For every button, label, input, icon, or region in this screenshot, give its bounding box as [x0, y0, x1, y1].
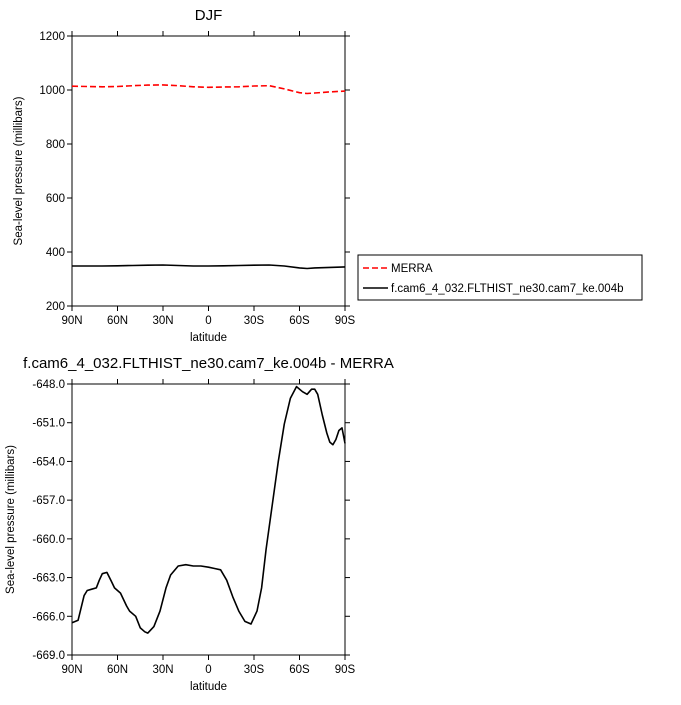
x-axis-label: latitude: [190, 681, 227, 693]
legend-entry: f.cam6_4_032.FLTHIST_ne30.cam7_ke.004b: [391, 283, 623, 295]
y-tick-label: 800: [46, 139, 65, 151]
y-tick-label: -663.0: [32, 573, 65, 585]
x-tick-label: 60N: [107, 664, 128, 676]
series-line-difference: [71, 385, 346, 634]
chart-title: f.cam6_4_032.FLTHIST_ne30.cam7_ke.004b -…: [23, 355, 394, 372]
y-tick-label: -654.0: [32, 456, 65, 468]
y-axis-label: Sea-level pressure (millibars): [5, 445, 17, 594]
x-tick-label: 60S: [289, 315, 310, 327]
x-tick-label: 90S: [335, 664, 356, 676]
legend-box: [357, 254, 643, 301]
y-tick-label: 1200: [39, 31, 65, 43]
x-tick-label: 0: [205, 315, 211, 327]
y-tick-label: 400: [46, 247, 65, 259]
x-tick-label: 90N: [61, 664, 82, 676]
legend: MERRA f.cam6_4_032.FLTHIST_ne30.cam7_ke.0…: [357, 254, 643, 301]
y-tick-label: 200: [46, 301, 65, 313]
chart-panel-1: DJF 200 400 600 800 1000 1200 90N 60N 30N 0 30S 60S 9…: [13, 7, 643, 344]
y-axis-label: Sea-level pressure (millibars): [13, 96, 25, 245]
chart-panel-2: f.cam6_4_032.FLTHIST_ne30.cam7_ke.004b -…: [5, 355, 394, 693]
y-tick-label: -660.0: [32, 534, 65, 546]
plot-frame: [71, 383, 346, 656]
x-tick-label: 60S: [289, 664, 310, 676]
y-tick-label: -657.0: [32, 495, 65, 507]
x-tick-label: 30S: [244, 315, 265, 327]
x-axis-label: latitude: [190, 332, 227, 344]
x-tick-label: 0: [205, 664, 211, 676]
y-tick-label: -648.0: [32, 379, 65, 391]
legend-entry: MERRA: [391, 263, 433, 275]
y-tick-label: -651.0: [32, 418, 65, 430]
series-line-merra: [71, 84, 346, 95]
x-tick-label: 60N: [107, 315, 128, 327]
x-tick-label: 30N: [152, 664, 173, 676]
x-tick-label: 30N: [152, 315, 173, 327]
chart-title: DJF: [195, 7, 223, 24]
y-tick-label: 1000: [39, 85, 65, 97]
x-tick-label: 30S: [244, 664, 265, 676]
y-tick-label: -669.0: [32, 650, 65, 662]
series-line-f-cam6-4-032-flthist-ne30-cam7-ke-004b: [72, 264, 346, 270]
x-tick-label: 90N: [61, 315, 82, 327]
y-tick-label: -666.0: [32, 611, 65, 623]
y-tick-label: 600: [46, 193, 65, 205]
x-tick-label: 90S: [335, 315, 356, 327]
